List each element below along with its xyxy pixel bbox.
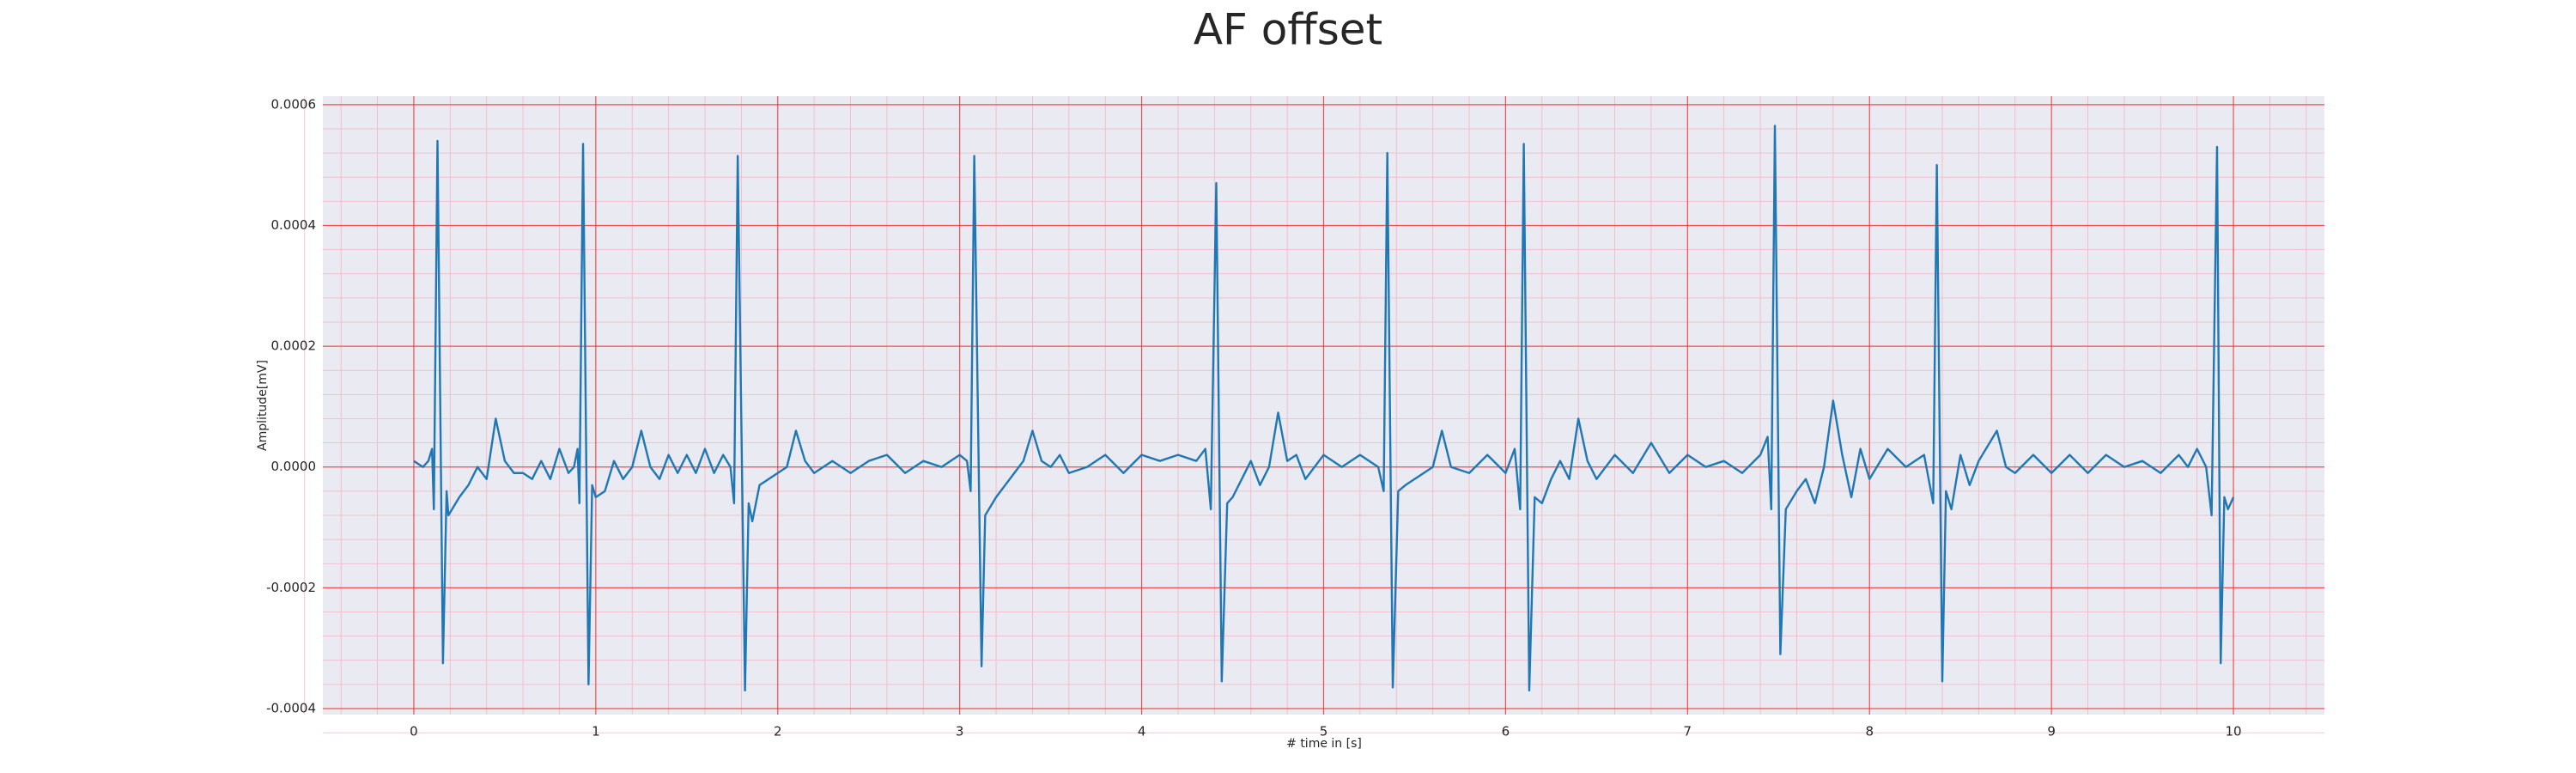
y-tick-label: 0.0000 [271, 459, 317, 474]
x-tick-label: 7 [1684, 724, 1692, 740]
y-tick-label: -0.0004 [266, 700, 316, 715]
y-tick-label: 0.0004 [271, 217, 317, 233]
y-tick-label: 0.0006 [271, 96, 317, 112]
x-tick-label: 9 [2047, 724, 2056, 740]
x-tick-label: 4 [1138, 724, 1146, 740]
x-axis-label: # time in [s] [1286, 737, 1362, 751]
x-tick-label: 5 [1320, 724, 1328, 740]
x-tick-label: 0 [410, 724, 418, 740]
x-tick-label: 8 [1865, 724, 1874, 740]
chart-title: AF offset [1194, 5, 1382, 55]
y-tick-label: -0.0002 [266, 580, 316, 595]
x-tick-label: 10 [2225, 724, 2241, 740]
x-tick-label: 3 [956, 724, 964, 740]
y-tick-label: 0.0002 [271, 338, 317, 354]
x-tick-label: 1 [592, 724, 600, 740]
series-line [413, 125, 2235, 692]
x-tick-label: 2 [774, 724, 782, 740]
y-axis-label: Amplitude[mV] [256, 360, 270, 451]
x-tick-label: 6 [1502, 724, 1510, 740]
